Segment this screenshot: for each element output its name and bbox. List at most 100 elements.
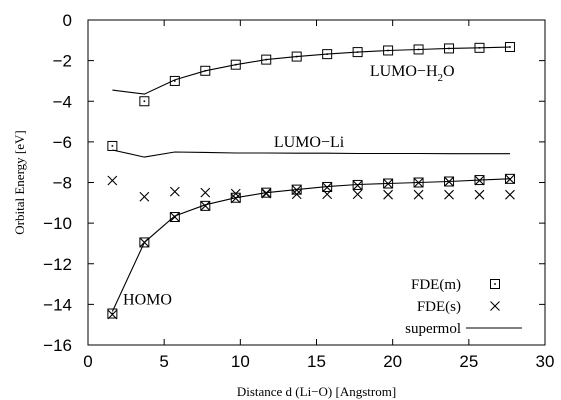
fde-s-point — [261, 188, 272, 198]
y-tick-label: −16 — [43, 336, 72, 355]
y-tick-label: −2 — [53, 52, 72, 71]
square-outline — [504, 42, 515, 53]
cross-stroke — [474, 175, 485, 186]
y-tick-label: −12 — [43, 255, 72, 274]
square-outline — [107, 140, 118, 151]
square-dot — [174, 80, 176, 82]
fde-m-point — [383, 45, 394, 56]
cross-stroke — [139, 237, 150, 248]
cross-stroke — [322, 182, 333, 193]
square-outline — [200, 200, 211, 211]
cross-stroke — [200, 187, 211, 198]
fde-s-point — [352, 189, 363, 200]
square-outline — [107, 308, 118, 319]
annotation-lumo-li: LUMO−Li — [274, 134, 345, 151]
cross-stroke — [505, 189, 515, 200]
square-dot — [111, 312, 114, 315]
fde-s-point — [322, 182, 333, 193]
fde-m-point — [322, 49, 333, 60]
cross-stroke — [474, 189, 485, 200]
square-outline — [169, 212, 180, 223]
cross-stroke — [291, 185, 302, 195]
cross-stroke — [413, 177, 424, 188]
square-outline — [413, 44, 424, 55]
fde-m-point — [230, 59, 241, 70]
fde-m-point — [291, 51, 302, 62]
fde-s-point — [200, 187, 211, 198]
y-tick-label: −14 — [43, 295, 72, 314]
cross-stroke — [261, 188, 272, 198]
square-outline — [139, 237, 150, 248]
square-outline — [169, 75, 180, 86]
fde-m-point — [504, 42, 515, 53]
cross-stroke — [169, 186, 180, 197]
square-outline — [322, 181, 333, 192]
y-axis-label: Orbital Energy [eV] — [12, 130, 27, 234]
cross-stroke — [383, 178, 393, 189]
square-outline — [230, 59, 241, 70]
x-tick-label: 10 — [231, 352, 250, 371]
cross-stroke — [352, 180, 363, 191]
fde-s-point — [505, 174, 515, 185]
fde-m-point — [107, 140, 118, 151]
supermol-curve-0 — [112, 46, 511, 95]
fde-s-point — [230, 188, 241, 199]
y-tick-label: −6 — [53, 133, 72, 152]
fde-s-point — [230, 193, 241, 204]
x-tick-label: 30 — [536, 352, 555, 371]
fde-m-point — [352, 47, 363, 58]
square-dot — [295, 55, 298, 58]
square-dot — [509, 46, 511, 48]
x-tick-label: 20 — [383, 352, 402, 371]
x-tick-label: 15 — [307, 352, 326, 371]
cross-stroke — [107, 175, 118, 186]
square-outline — [490, 279, 500, 289]
legend-label-fde-s: FDE(s) — [417, 299, 461, 315]
legend-label-fde-m: FDE(m) — [411, 277, 461, 293]
fde-s-point — [413, 189, 424, 200]
square-outline — [383, 45, 394, 56]
square-dot — [326, 53, 328, 55]
legend-symbol-fde-m — [490, 279, 500, 289]
markers — [107, 42, 515, 320]
legend-symbols — [466, 279, 522, 329]
x-tick-label: 5 — [159, 352, 168, 371]
cross-stroke — [505, 174, 515, 185]
fde-s-point — [444, 189, 454, 200]
square-dot — [265, 58, 268, 61]
annotation-lumo-h2o-sub: 2 — [438, 72, 444, 84]
fde-s-point — [352, 180, 363, 191]
y-tick-label: −4 — [53, 92, 72, 111]
square-outline — [383, 178, 394, 189]
annotation-homo: HOMO — [123, 291, 172, 308]
legend: FDE(m) FDE(s) supermol — [405, 277, 522, 337]
square-dot — [234, 63, 237, 66]
square-outline — [444, 43, 455, 54]
fde-s-point — [200, 200, 211, 211]
square-outline — [261, 54, 272, 65]
fde-s-point — [291, 185, 302, 195]
cross-stroke — [291, 189, 302, 200]
square-dot — [111, 145, 114, 147]
cross-stroke — [490, 301, 500, 311]
fde-s-point — [139, 237, 150, 248]
fde-s-point — [383, 178, 393, 189]
square-outline — [474, 42, 485, 53]
fde-m-point — [200, 65, 211, 76]
annotation-lumo-h2o-tail: O — [443, 63, 455, 80]
square-dot — [204, 69, 207, 72]
fde-s-point — [107, 309, 118, 320]
supermol-curves — [111, 46, 511, 312]
square-outline — [291, 51, 302, 62]
fde-m-point — [107, 308, 118, 319]
legend-label-supermol: supermol — [405, 321, 461, 337]
axis-ticks: 0 5 10 15 20 25 30 0 −2 −4 −6 −8 −10 −12 −14 −16 — [43, 11, 554, 371]
cross-stroke — [107, 309, 118, 320]
cross-stroke — [200, 200, 211, 211]
fde-s-point — [474, 189, 485, 200]
fde-s-point — [505, 189, 515, 200]
square-dot — [417, 48, 420, 51]
x-tick-label: 0 — [83, 352, 92, 371]
square-outline — [474, 175, 485, 186]
